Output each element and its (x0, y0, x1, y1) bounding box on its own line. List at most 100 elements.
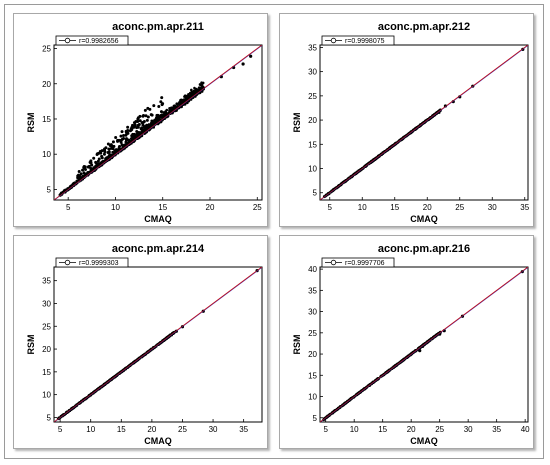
data-point (146, 115, 150, 119)
data-point (103, 150, 107, 154)
data-point (79, 172, 83, 176)
y-tick-label: 15 (42, 368, 51, 377)
data-point (120, 130, 124, 134)
legend: r=0.9997706 (321, 257, 395, 268)
panel-212: aconc.pm.apr.212 5 10 15 20 25 30 35 5 10 15 20 25 30… (279, 13, 534, 227)
data-point (144, 114, 148, 118)
data-point (151, 122, 155, 125)
data-point (111, 140, 115, 144)
data-point (180, 99, 184, 102)
x-tick-label: 35 (239, 425, 248, 434)
y-tick-label: 25 (42, 322, 51, 331)
data-point (160, 96, 164, 100)
chart-svg: aconc.pm.apr.212 5 10 15 20 25 30 35 5 10 15 20 25 30… (292, 21, 530, 224)
x-tick-label: 25 (455, 203, 464, 212)
legend: r=0.9998075 (321, 35, 395, 46)
data-point (418, 349, 422, 353)
x-tick-label: 15 (378, 425, 387, 434)
x-tick-label: 20 (407, 425, 416, 434)
data-point (99, 151, 103, 155)
x-tick-label: 25 (435, 425, 444, 434)
x-tick-label: 10 (111, 203, 120, 212)
data-point (143, 124, 147, 128)
data-point (180, 105, 183, 109)
data-point (119, 134, 123, 138)
y-axis-label: RSM (26, 113, 36, 133)
data-point (164, 110, 167, 113)
legend-label: r=0.9999303 (79, 260, 119, 267)
x-axis-label: CMAQ (410, 436, 438, 446)
y-tick-label: 5 (313, 189, 318, 198)
y-tick-label: 30 (308, 308, 317, 317)
data-point (241, 62, 245, 66)
y-tick-label: 15 (42, 115, 51, 124)
data-point (92, 156, 96, 160)
data-point (124, 130, 128, 134)
data-point (147, 123, 151, 126)
chart-svg: aconc.pm.apr.214 5 10 15 20 25 30 35 5 10 15 20 25 30… (26, 243, 263, 446)
data-point (102, 152, 106, 156)
data-point (95, 162, 99, 166)
data-point (148, 107, 152, 111)
data-point (184, 97, 188, 100)
chart-svg: aconc.pm.apr.211 5 10 15 20 25 5 10 15 20 25 CMAQ RS… (26, 21, 263, 224)
x-tick-label: 30 (488, 203, 497, 212)
legend-marker (64, 259, 71, 266)
data-point (96, 159, 100, 163)
x-axis-label: CMAQ (144, 436, 172, 446)
x-tick-label: 5 (323, 425, 328, 434)
data-point (183, 95, 186, 98)
data-point (108, 153, 112, 157)
data-point (142, 128, 146, 131)
panel-211: aconc.pm.apr.211 5 10 15 20 25 5 10 15 20 25 CMAQ RS… (13, 13, 268, 227)
data-point (150, 113, 154, 117)
panel-216: aconc.pm.apr.216 5 10 15 20 25 30 35 40 5 10 15 20 25… (279, 235, 534, 449)
data-point (124, 133, 128, 137)
data-point (135, 129, 139, 133)
data-point (150, 119, 154, 123)
x-tick-label: 10 (350, 425, 359, 434)
x-tick-label: 20 (206, 203, 215, 212)
x-tick-label: 15 (158, 203, 167, 212)
data-point (201, 81, 204, 85)
data-point (132, 125, 136, 129)
fit-line (54, 267, 262, 422)
data-point (81, 168, 85, 172)
data-point (107, 150, 111, 154)
figure-frame: aconc.pm.apr.211 5 10 15 20 25 5 10 15 20 25 CMAQ RS… (4, 4, 544, 459)
y-tick-label: 5 (47, 185, 52, 194)
scatter-points (54, 45, 262, 200)
data-point (89, 167, 93, 171)
legend-marker (330, 259, 337, 266)
data-point (153, 118, 157, 122)
x-tick-label: 40 (521, 425, 530, 434)
data-point (194, 89, 198, 92)
data-point (109, 143, 113, 147)
data-point (158, 117, 161, 121)
legend-box (321, 257, 395, 268)
x-tick-label: 35 (520, 203, 529, 212)
data-point (120, 143, 124, 147)
x-axis-label: CMAQ (410, 214, 438, 224)
y-tick-label: 35 (308, 43, 317, 52)
x-tick-label: 30 (209, 425, 218, 434)
y-axis-label: RSM (26, 335, 36, 355)
data-point (104, 146, 108, 150)
legend-box (321, 35, 395, 46)
scatter-points (320, 267, 528, 422)
y-axis-label: RSM (292, 113, 302, 133)
data-point (107, 147, 111, 151)
x-tick-label: 5 (328, 203, 333, 212)
x-tick-label: 15 (117, 425, 126, 434)
data-point (190, 88, 193, 92)
data-point (174, 105, 178, 109)
legend: r=0.9999303 (55, 257, 129, 268)
x-tick-label: 20 (423, 203, 432, 212)
fit-line (320, 267, 528, 422)
y-tick-label: 25 (42, 45, 51, 54)
data-point (131, 133, 135, 137)
scatter-points (54, 267, 262, 422)
y-tick-label: 20 (308, 350, 317, 359)
legend-box (55, 35, 129, 46)
fit-line (320, 45, 528, 200)
